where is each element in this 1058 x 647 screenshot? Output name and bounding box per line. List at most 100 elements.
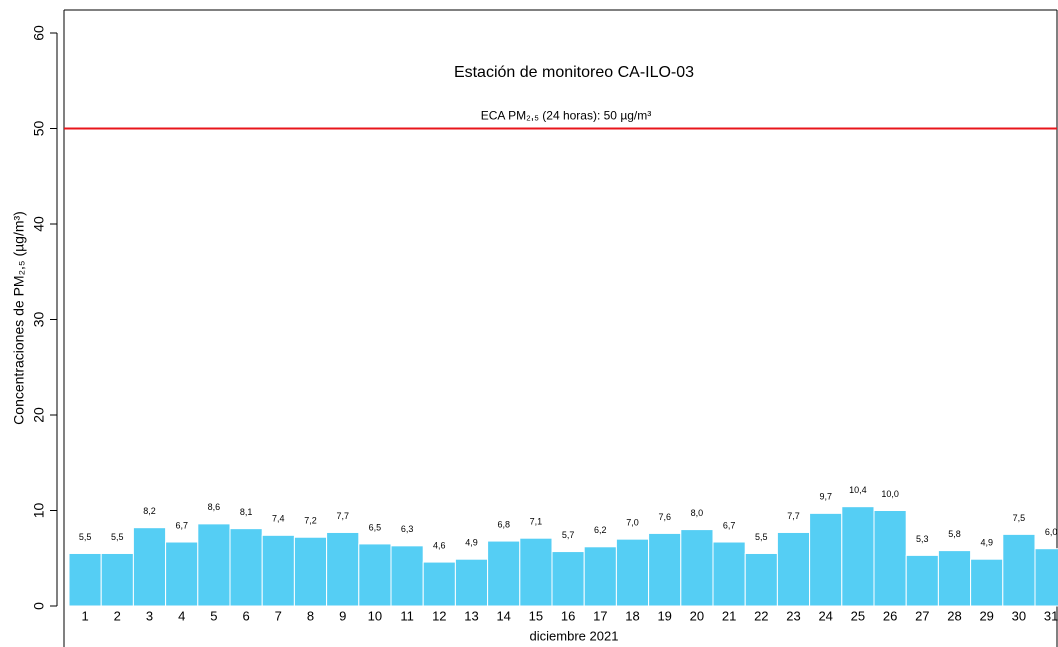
value-label: 7,1 — [530, 517, 543, 527]
y-tick-label: 10 — [31, 503, 47, 519]
x-tick-label: 7 — [275, 608, 282, 623]
x-tick-label: 30 — [1012, 608, 1026, 623]
bar — [100, 552, 134, 607]
value-label: 5,7 — [562, 530, 575, 540]
y-tick-label: 50 — [31, 121, 47, 137]
bar — [551, 551, 585, 607]
bar — [712, 541, 746, 607]
reference-label: ECA PM₂,₅ (24 horas): 50 µg/m³ — [481, 109, 651, 123]
x-tick-label: 1 — [81, 608, 88, 623]
value-label: 7,6 — [658, 512, 671, 522]
bar — [744, 552, 778, 607]
x-axis-label: diciembre 2021 — [530, 628, 619, 643]
value-label: 9,7 — [819, 492, 832, 502]
bar — [390, 545, 424, 607]
x-tick-label: 26 — [883, 608, 897, 623]
x-tick-label: 27 — [915, 608, 929, 623]
value-label: 5,3 — [916, 534, 929, 544]
value-label: 4,9 — [465, 538, 478, 548]
value-label: 5,5 — [111, 532, 124, 542]
x-tick-label: 15 — [529, 608, 543, 623]
x-tick-label: 19 — [657, 608, 671, 623]
x-tick-label: 8 — [307, 608, 314, 623]
bar — [648, 532, 682, 607]
bar — [776, 531, 811, 607]
value-label: 4,9 — [980, 538, 993, 548]
x-tick-label: 10 — [368, 608, 382, 623]
y-tick-label: 0 — [31, 602, 47, 610]
value-label: 6,7 — [723, 520, 736, 530]
bar — [583, 546, 617, 607]
x-tick-label: 23 — [786, 608, 800, 623]
x-tick-label: 18 — [625, 608, 639, 623]
value-label: 8,2 — [143, 506, 156, 516]
bar — [680, 529, 714, 607]
y-tick-label: 40 — [31, 216, 47, 232]
bar — [615, 538, 650, 607]
bar — [358, 543, 392, 607]
x-tick-label: 21 — [722, 608, 736, 623]
x-tick-label: 25 — [851, 608, 865, 623]
bar — [519, 537, 553, 607]
value-label: 4,6 — [433, 540, 446, 550]
bar — [809, 512, 843, 607]
x-tick-label: 29 — [979, 608, 993, 623]
value-label: 6,5 — [369, 522, 382, 532]
x-tick-label: 2 — [114, 608, 121, 623]
bar — [422, 561, 456, 607]
value-label: 6,8 — [497, 519, 510, 529]
bar — [905, 554, 939, 607]
value-label: 6,0 — [1045, 527, 1058, 537]
bar — [326, 531, 360, 607]
y-tick-label: 60 — [31, 25, 47, 41]
value-label: 7,2 — [304, 516, 317, 526]
y-tick-label: 30 — [31, 312, 47, 328]
bar — [1034, 548, 1058, 607]
x-tick-label: 5 — [210, 608, 217, 623]
bar — [229, 528, 263, 607]
value-label: 8,1 — [240, 507, 253, 517]
value-label: 5,8 — [948, 529, 961, 539]
x-tick-label: 11 — [400, 608, 414, 623]
x-tick-label: 13 — [464, 608, 478, 623]
value-label: 5,5 — [79, 532, 92, 542]
chart-title: Estación de monitoreo CA-ILO-03 — [454, 64, 694, 81]
bar — [1002, 533, 1036, 607]
x-tick-label: 20 — [690, 608, 704, 623]
x-tick-label: 24 — [818, 608, 832, 623]
bar — [68, 552, 102, 607]
value-label: 7,0 — [626, 518, 639, 528]
value-label: 6,3 — [401, 524, 414, 534]
value-label: 7,5 — [1013, 513, 1026, 523]
bar — [487, 540, 521, 607]
x-tick-label: 12 — [432, 608, 446, 623]
bar — [841, 506, 875, 607]
value-label: 6,7 — [175, 520, 188, 530]
x-tick-label: 28 — [947, 608, 961, 623]
value-label: 5,5 — [755, 532, 768, 542]
value-label: 7,7 — [336, 511, 349, 521]
bar — [165, 541, 199, 607]
x-tick-label: 6 — [242, 608, 249, 623]
x-tick-label: 17 — [593, 608, 607, 623]
x-tick-label: 9 — [339, 608, 346, 623]
x-tick-label: 4 — [178, 608, 185, 623]
x-tick-label: 16 — [561, 608, 575, 623]
value-label: 10,0 — [881, 489, 899, 499]
bar — [261, 534, 295, 607]
x-tick-label: 3 — [146, 608, 153, 623]
value-label: 6,2 — [594, 525, 607, 535]
value-label: 8,0 — [691, 508, 704, 518]
bar — [197, 523, 231, 607]
value-label: 8,6 — [208, 502, 221, 512]
value-label: 7,7 — [787, 511, 800, 521]
value-label: 7,4 — [272, 514, 285, 524]
bar — [293, 536, 328, 607]
x-tick-label: 14 — [496, 608, 510, 623]
bar — [970, 558, 1004, 607]
y-axis-label: Concentraciones de PM₂,₅ (µg/m³) — [11, 211, 27, 425]
bar — [937, 550, 972, 607]
x-tick-label: 22 — [754, 608, 768, 623]
x-tick-label: 31 — [1044, 608, 1058, 623]
